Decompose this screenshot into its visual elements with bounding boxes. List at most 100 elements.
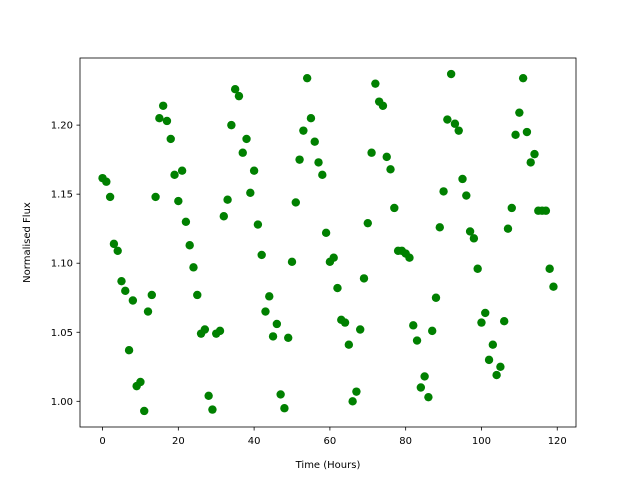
point bbox=[386, 165, 395, 174]
point bbox=[280, 404, 289, 413]
point bbox=[352, 387, 361, 396]
point bbox=[367, 148, 376, 157]
point bbox=[454, 126, 463, 135]
point bbox=[238, 148, 247, 157]
point bbox=[268, 332, 278, 341]
point bbox=[329, 253, 338, 262]
point bbox=[151, 192, 160, 202]
point bbox=[219, 212, 228, 221]
point bbox=[177, 166, 187, 175]
point bbox=[117, 276, 126, 286]
point bbox=[189, 263, 198, 272]
plot-frame bbox=[79, 57, 577, 428]
point bbox=[249, 166, 259, 175]
point bbox=[549, 282, 558, 291]
point bbox=[310, 137, 319, 146]
x-tick-label: 20 bbox=[172, 436, 185, 447]
point bbox=[155, 114, 164, 123]
point bbox=[124, 346, 134, 355]
point bbox=[412, 336, 422, 345]
point bbox=[420, 372, 429, 381]
point bbox=[484, 355, 494, 365]
point bbox=[424, 392, 433, 402]
point bbox=[465, 227, 475, 236]
point bbox=[359, 274, 369, 283]
point bbox=[488, 340, 498, 349]
point bbox=[174, 196, 183, 206]
point bbox=[443, 115, 452, 124]
point bbox=[518, 73, 528, 83]
y-tick-label: 1.05 bbox=[51, 328, 73, 339]
point bbox=[409, 321, 418, 330]
point bbox=[143, 307, 153, 316]
point bbox=[302, 73, 312, 83]
point bbox=[227, 120, 236, 130]
point bbox=[541, 206, 551, 215]
point bbox=[321, 228, 331, 238]
point bbox=[382, 152, 391, 162]
point bbox=[481, 308, 490, 318]
point bbox=[109, 239, 119, 249]
point bbox=[416, 383, 426, 392]
point bbox=[136, 377, 145, 387]
y-tick-label: 1.20 bbox=[51, 121, 73, 132]
point bbox=[473, 264, 482, 273]
x-tick-label: 80 bbox=[399, 436, 412, 447]
point bbox=[291, 198, 300, 207]
point bbox=[185, 241, 194, 250]
point bbox=[181, 217, 191, 226]
point bbox=[507, 203, 516, 213]
x-tick-label: 120 bbox=[548, 436, 567, 447]
point bbox=[522, 127, 532, 137]
point bbox=[318, 170, 327, 180]
point bbox=[234, 91, 244, 101]
point bbox=[431, 293, 441, 302]
x-tick-label: 0 bbox=[99, 436, 105, 447]
point bbox=[253, 220, 263, 229]
point bbox=[492, 370, 501, 380]
point bbox=[378, 101, 388, 110]
point bbox=[121, 286, 130, 296]
point bbox=[333, 283, 342, 293]
point bbox=[265, 292, 274, 301]
point bbox=[515, 108, 524, 117]
point bbox=[242, 134, 251, 144]
point bbox=[458, 174, 467, 184]
point bbox=[204, 391, 213, 400]
point bbox=[170, 170, 179, 180]
y-axis-label: Normalised Flux bbox=[22, 202, 33, 283]
point bbox=[105, 192, 115, 202]
point bbox=[230, 85, 240, 94]
point bbox=[511, 130, 520, 139]
point bbox=[257, 250, 266, 260]
point bbox=[166, 134, 175, 144]
point bbox=[272, 319, 282, 329]
point bbox=[306, 114, 316, 123]
point bbox=[215, 326, 225, 336]
point bbox=[439, 187, 448, 196]
point bbox=[158, 101, 168, 110]
point bbox=[113, 246, 122, 255]
point bbox=[499, 317, 509, 326]
y-tick-label: 1.00 bbox=[51, 397, 73, 408]
point bbox=[295, 155, 304, 164]
x-tick-label: 100 bbox=[472, 436, 491, 447]
point bbox=[102, 177, 111, 186]
point bbox=[162, 116, 172, 126]
point bbox=[223, 195, 232, 204]
point bbox=[140, 406, 149, 416]
point bbox=[496, 362, 505, 371]
point bbox=[284, 333, 293, 342]
point bbox=[287, 257, 297, 267]
point bbox=[200, 325, 210, 334]
point bbox=[299, 126, 308, 135]
point bbox=[261, 307, 270, 316]
point bbox=[193, 290, 202, 300]
point bbox=[545, 264, 554, 273]
x-tick-label: 60 bbox=[324, 436, 337, 447]
point bbox=[469, 234, 479, 243]
point bbox=[208, 405, 217, 414]
point bbox=[390, 203, 399, 213]
point bbox=[428, 326, 437, 336]
